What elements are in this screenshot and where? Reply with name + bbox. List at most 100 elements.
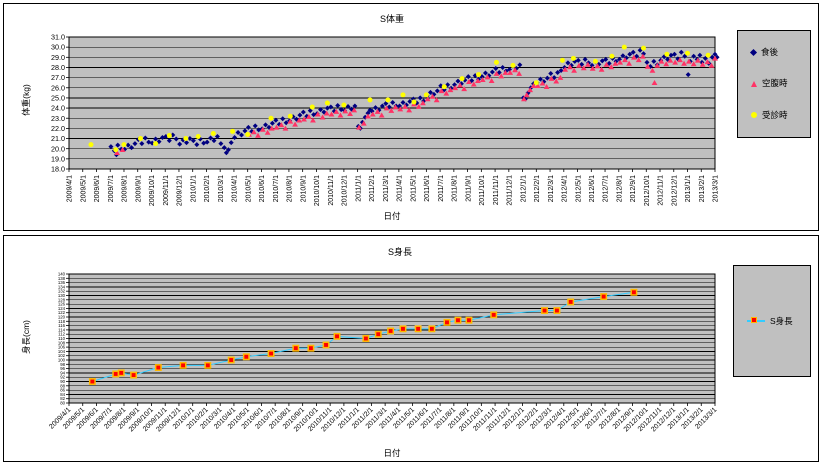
svg-text:2010/12/1: 2010/12/1 [342,175,349,206]
svg-text:2012/10/1: 2012/10/1 [644,175,651,206]
svg-text:2012/4/1: 2012/4/1 [562,175,569,202]
svg-text:2011/9/1: 2011/9/1 [465,175,472,202]
svg-text:140: 140 [58,272,66,277]
weight-legend[interactable]: 食後 空腹時 受診時 [737,30,811,138]
weight-x-axis-title: 日付 [383,211,401,221]
svg-text:20.0: 20.0 [51,144,65,153]
svg-text:2009/9/1: 2009/9/1 [135,175,142,202]
svg-text:2010/9/1: 2010/9/1 [300,175,307,202]
svg-text:122: 122 [58,310,66,315]
legend-entry-after-meal[interactable]: 食後 [749,47,810,58]
svg-text:18.0: 18.0 [51,165,65,174]
height-legend-line [747,316,765,323]
fasting-marker-icon [751,80,757,87]
weight-y-axis-title: 体重(kg) [21,84,31,116]
svg-text:136: 136 [58,280,66,285]
svg-text:2012/7/1: 2012/7/1 [603,175,610,202]
svg-text:2010/11/1: 2010/11/1 [328,175,335,206]
svg-text:23.0: 23.0 [51,114,65,123]
legend-label-after-meal: 食後 [761,47,779,58]
svg-text:2009/4/1: 2009/4/1 [67,175,74,202]
svg-text:2010/1/1: 2010/1/1 [190,175,197,202]
svg-text:118: 118 [58,319,65,324]
series-height [88,288,638,385]
svg-text:2013/2/1: 2013/2/1 [699,175,706,202]
svg-text:2009/11/1: 2009/11/1 [163,175,170,206]
svg-text:2011/12/1: 2011/12/1 [507,175,514,206]
svg-text:2012/3/1: 2012/3/1 [548,175,555,202]
svg-text:88: 88 [60,383,65,388]
height-chart-plot[interactable]: 1401381361341321301281261241221201181161… [48,272,718,434]
svg-text:2012/1/1: 2012/1/1 [520,175,527,202]
series-fasting [114,53,718,156]
svg-text:130: 130 [58,293,66,298]
svg-text:24.0: 24.0 [51,104,65,113]
svg-text:116: 116 [58,323,65,328]
svg-text:2011/1/1: 2011/1/1 [355,175,362,202]
svg-text:2010/8/1: 2010/8/1 [287,175,294,202]
svg-text:21.0: 21.0 [51,134,65,143]
svg-text:2013/3/1: 2013/3/1 [713,175,720,202]
svg-text:2011/2/1: 2011/2/1 [369,175,376,202]
svg-text:106: 106 [58,345,66,350]
svg-text:2012/12/1: 2012/12/1 [671,175,678,206]
svg-text:2012/11/1: 2012/11/1 [658,175,665,206]
svg-text:102: 102 [58,353,66,358]
svg-text:2010/5/1: 2010/5/1 [245,175,252,202]
legend-entry-checkup[interactable]: 受診時 [751,109,810,120]
svg-text:2012/6/1: 2012/6/1 [589,175,596,202]
weight-chart-plot[interactable]: 31.030.029.028.027.026.0 25.024.023.022.0… [51,33,720,207]
svg-text:128: 128 [58,297,66,302]
svg-text:86: 86 [60,388,65,393]
svg-text:110: 110 [58,336,65,341]
svg-text:132: 132 [58,289,66,294]
svg-text:2011/5/1: 2011/5/1 [410,175,417,202]
svg-text:2011/7/1: 2011/7/1 [438,175,445,202]
height-y-axis-title: 身長(cm) [21,320,31,354]
svg-text:138: 138 [58,276,66,281]
height-legend[interactable]: S身長 [733,265,811,377]
svg-text:114: 114 [58,327,65,332]
svg-text:28.0: 28.0 [51,63,65,72]
svg-text:96: 96 [60,366,65,371]
svg-text:26.0: 26.0 [51,83,65,92]
svg-text:27.0: 27.0 [51,73,65,82]
svg-text:29.0: 29.0 [51,53,65,62]
svg-text:2011/8/1: 2011/8/1 [452,175,459,202]
height-chart-title: S身長 [387,247,412,257]
checkup-marker-icon [751,112,757,119]
svg-text:80: 80 [60,401,65,406]
svg-text:104: 104 [58,349,66,354]
svg-text:2009/7/1: 2009/7/1 [108,175,115,202]
legend-entry-height[interactable]: S身長 [747,315,810,326]
svg-text:2012/2/1: 2012/2/1 [534,175,541,202]
series-checkup [88,44,711,153]
svg-text:22.0: 22.0 [51,124,65,133]
svg-text:2009/5/1: 2009/5/1 [80,175,87,202]
legend-label-height: S身長 [770,315,793,326]
svg-text:2010/7/1: 2010/7/1 [273,175,280,202]
height-marker-icon [751,316,757,323]
svg-text:2011/6/1: 2011/6/1 [424,175,431,202]
svg-text:30.0: 30.0 [51,43,65,52]
svg-text:2012/9/1: 2012/9/1 [630,175,637,202]
svg-text:25.0: 25.0 [51,94,65,103]
legend-entry-fasting[interactable]: 空腹時 [751,79,810,88]
svg-text:2010/4/1: 2010/4/1 [232,175,239,202]
svg-text:92: 92 [60,375,65,380]
svg-text:108: 108 [58,340,66,345]
svg-text:2011/11/1: 2011/11/1 [493,175,500,205]
svg-text:2010/6/1: 2010/6/1 [259,175,266,202]
svg-text:2009/10/1: 2009/10/1 [149,175,156,206]
svg-text:2010/10/1: 2010/10/1 [314,175,321,206]
svg-text:2010/2/1: 2010/2/1 [204,175,211,202]
legend-label-checkup: 受診時 [762,109,788,120]
svg-text:100: 100 [58,358,66,363]
svg-text:2012/8/1: 2012/8/1 [616,175,623,202]
svg-text:2009/8/1: 2009/8/1 [122,175,129,202]
svg-text:2009/12/1: 2009/12/1 [177,175,184,206]
svg-text:82: 82 [60,396,65,401]
svg-text:120: 120 [58,315,66,320]
